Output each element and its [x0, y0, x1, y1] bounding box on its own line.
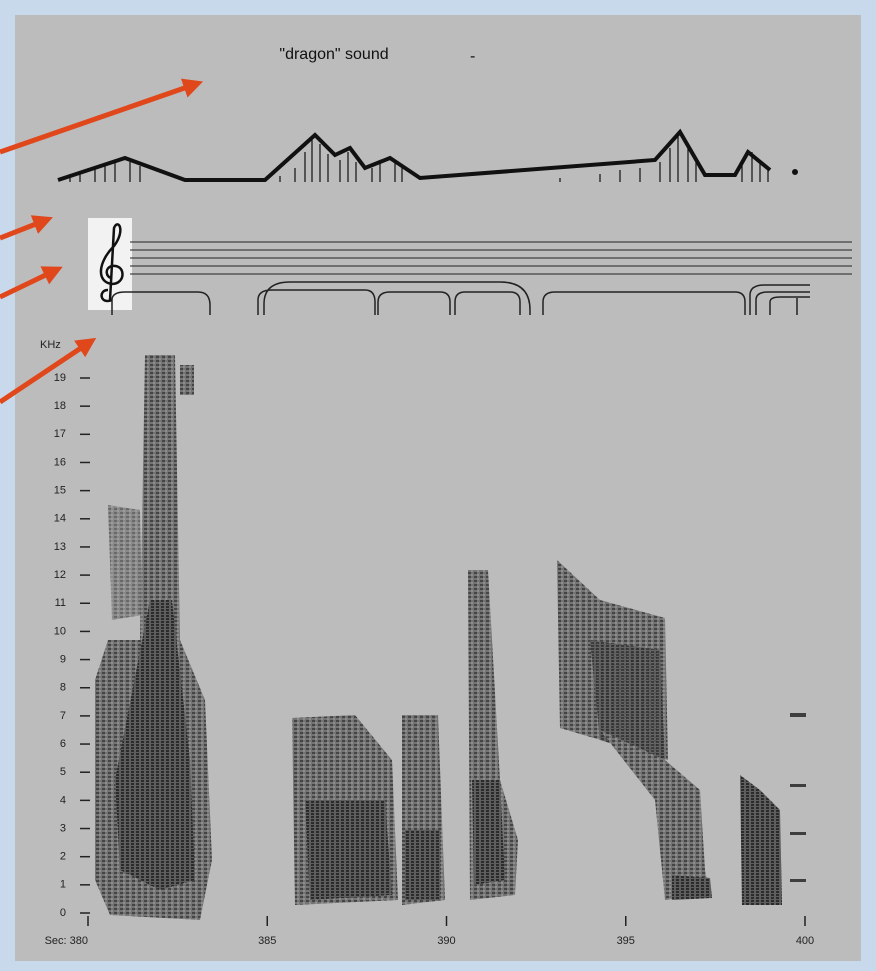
y-tick-label: 4 [60, 794, 66, 806]
y-tick-label: 7 [60, 710, 66, 722]
y-tick-label: 12 [54, 569, 66, 581]
y-tick-label: 5 [60, 766, 66, 778]
y-tick-label: 10 [54, 625, 66, 637]
staff [88, 218, 852, 315]
x-tick-label: 385 [258, 935, 276, 947]
y-tick-label: 8 [60, 682, 66, 694]
y-tick-label: 15 [54, 485, 66, 497]
x-tick-label: Sec: 380 [45, 935, 88, 947]
y-tick-label: 11 [55, 597, 66, 609]
y-tick-label: 3 [60, 822, 66, 834]
chart-title: "dragon" sound [279, 46, 388, 63]
spectrogram-energy [95, 355, 806, 920]
y-tick-label: 6 [60, 738, 66, 750]
y-tick-label: 19 [54, 372, 66, 384]
y-tick-label: 2 [60, 851, 66, 863]
arrows [0, 78, 204, 405]
amplitude-envelope [57, 128, 798, 182]
x-tick-label: 400 [796, 935, 814, 947]
y-tick-label: 14 [54, 513, 66, 525]
y-tick-label: 13 [54, 541, 66, 553]
annotation: - [470, 48, 475, 65]
y-tick-label: 16 [54, 456, 66, 468]
y-tick-label: 0 [60, 907, 66, 919]
x-tick-label: 390 [437, 935, 455, 947]
y-axis-label: KHz [40, 339, 61, 351]
y-tick-label: 18 [54, 400, 66, 412]
y-tick-label: 17 [54, 428, 66, 440]
y-tick-label: 1 [60, 879, 66, 891]
x-tick-label: 395 [617, 935, 635, 947]
y-tick-label: 9 [60, 653, 66, 665]
